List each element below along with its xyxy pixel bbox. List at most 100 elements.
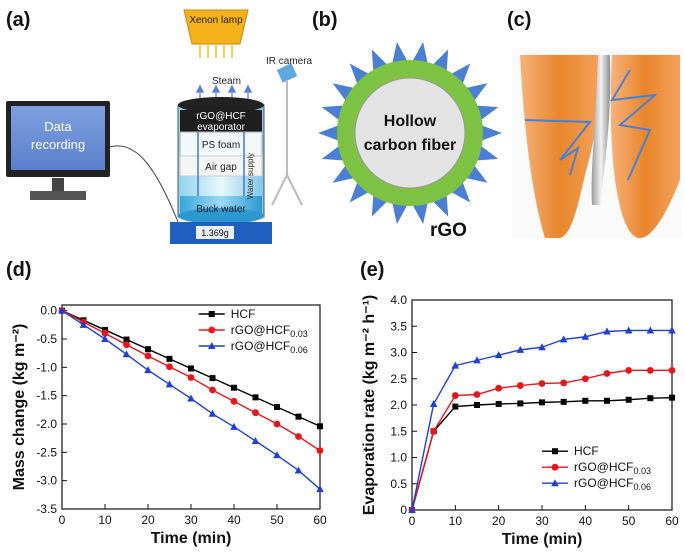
evaporator-label-line2: evaporator <box>197 122 245 133</box>
data-point <box>252 394 259 401</box>
y-tick-label: 3.5 <box>390 319 407 333</box>
balance-reading: 1.369g <box>201 228 229 238</box>
fiber-right <box>610 55 680 238</box>
data-point <box>122 350 131 358</box>
legend-marker <box>208 311 215 317</box>
data-point <box>187 394 195 402</box>
balance-icon <box>170 222 272 244</box>
x-tick-label: 10 <box>98 513 112 527</box>
data-point <box>582 397 589 404</box>
x-tick-label: 20 <box>141 513 155 527</box>
panel-c-label: (c) <box>507 9 531 31</box>
x-axis-title: Time (min) <box>502 531 583 548</box>
y-tick-label: 2.5 <box>390 372 407 386</box>
data-point <box>646 366 654 374</box>
data-point <box>494 351 503 359</box>
y-tick-label: -0.5 <box>36 332 57 346</box>
legend-marker <box>208 326 216 334</box>
data-point <box>145 346 151 353</box>
ir-camera-label: IR camera <box>266 56 313 67</box>
data-point <box>251 437 260 444</box>
data-point <box>274 404 280 410</box>
x-tick-label: 20 <box>492 514 506 528</box>
data-point <box>603 370 611 377</box>
data-point <box>209 386 216 394</box>
data-point <box>102 326 108 333</box>
rgo-spike <box>411 41 429 66</box>
legend-label: rGO@HCF0.03 <box>574 460 651 476</box>
data-point <box>539 399 545 406</box>
light-rays <box>199 45 233 58</box>
x-tick-label: 50 <box>622 514 636 528</box>
y-tick-label: -2.0 <box>36 417 57 431</box>
data-point <box>668 326 676 334</box>
panel-b: (b) Hollow carbon fiber rGO <box>312 9 502 241</box>
legend-marker <box>552 448 558 455</box>
steam-label: Steam <box>212 76 241 87</box>
y-tick-label: 0.0 <box>40 304 57 318</box>
rgo-spike <box>332 163 357 183</box>
data-point <box>430 427 438 435</box>
data-point <box>473 391 481 398</box>
y-axis-title: Evaporation rate (kg m⁻² h⁻¹) <box>361 295 378 515</box>
y-tick-label: -3.0 <box>36 474 57 488</box>
hollow-core <box>354 77 466 189</box>
y-tick-label: 0 <box>400 503 407 517</box>
fiber-left <box>520 55 600 238</box>
data-point <box>646 326 655 334</box>
panel-d: (d) 0 10 20 30 40 50 60 0.0 -0.5 -1.0 -1.5 -2.0 -2.5… <box>6 259 327 547</box>
data-point <box>231 384 237 391</box>
y-tick-label: -3.5 <box>36 502 57 516</box>
data-point <box>451 361 460 369</box>
rgo-spike <box>349 180 371 203</box>
data-point <box>668 366 676 374</box>
lamp-label-line1: Xenon lamp <box>189 15 243 26</box>
x-tick-label: 60 <box>665 514 679 528</box>
chart-evaporation-rate: 0 10 20 30 40 50 60 0 0.5 1.0 1.5 2.0 2.5 3.0 3.5 4.0 Ti… <box>361 293 679 548</box>
monitor-text-line1: Data <box>44 119 72 134</box>
data-cable <box>109 145 179 223</box>
data-point <box>604 397 610 404</box>
data-point <box>144 366 152 374</box>
data-point <box>317 423 323 430</box>
light-path-2 <box>610 69 659 181</box>
rgo-spike <box>449 180 471 203</box>
data-point <box>79 320 88 328</box>
legend-label: rGO@HCF0.06 <box>231 339 308 355</box>
air-gap-label: Air gap <box>205 162 237 173</box>
legend-label: rGO@HCF0.06 <box>574 476 651 492</box>
rgo-spike <box>391 41 409 66</box>
rgo-spike <box>449 63 471 86</box>
panel-a-label: (a) <box>6 9 30 31</box>
rgo-spike <box>318 124 341 142</box>
data-point <box>316 447 324 455</box>
data-point <box>209 375 216 382</box>
data-point <box>144 352 152 360</box>
data-point <box>647 395 654 402</box>
y-tick-label: 0.5 <box>390 477 407 491</box>
x-tick-label: 30 <box>535 514 549 528</box>
data-point <box>188 365 194 372</box>
x-tick-label: 30 <box>184 513 198 527</box>
rgo-spike <box>411 200 429 225</box>
rgo-spike <box>349 63 371 86</box>
data-point <box>581 375 589 383</box>
x-tick-label: 40 <box>579 514 593 528</box>
data-point <box>408 506 416 513</box>
data-point <box>166 355 173 362</box>
rgo-spike <box>463 83 488 103</box>
fiber-seam <box>591 55 611 205</box>
evaporator-label-line1: rGO@HCF <box>196 111 246 122</box>
panel-e: (e) 0 10 20 30 40 50 60 0 0.5 1.0 1.5 2.0 2.5 3.0 3.5 4… <box>360 259 679 548</box>
y-tick-label: 2.0 <box>390 398 407 412</box>
y-tick-label: -1.0 <box>36 360 57 374</box>
data-point <box>273 420 281 428</box>
data-point <box>165 380 174 388</box>
core-label-line2: carbon fiber <box>364 137 456 154</box>
x-tick-label: 50 <box>270 513 284 527</box>
data-point <box>273 451 281 459</box>
legend-label: HCF <box>574 444 599 458</box>
chart-mass-change: 0 10 20 30 40 50 60 0.0 -0.5 -1.0 -1.5 -2.0 -2.5 -3.0… <box>11 304 327 547</box>
rgo-spike <box>463 163 488 183</box>
